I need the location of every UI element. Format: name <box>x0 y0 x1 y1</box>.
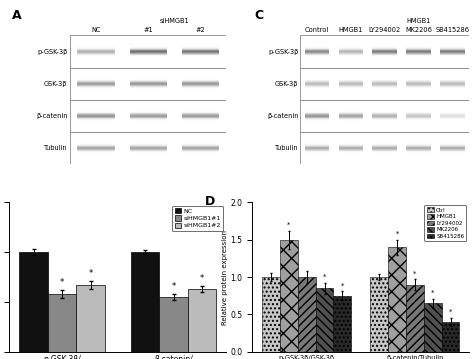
Text: C: C <box>255 9 264 22</box>
Bar <box>131 252 159 352</box>
Bar <box>262 277 280 352</box>
Bar <box>159 297 188 352</box>
Text: *: * <box>431 290 434 296</box>
Bar <box>19 252 48 352</box>
Bar <box>388 247 406 352</box>
Y-axis label: Relative protein expression: Relative protein expression <box>222 230 228 325</box>
Text: *: * <box>413 270 417 276</box>
Text: *: * <box>60 278 64 287</box>
Bar <box>48 294 76 352</box>
Text: *: * <box>449 309 452 315</box>
Text: A: A <box>12 9 21 22</box>
Bar <box>298 277 316 352</box>
Bar <box>370 277 388 352</box>
Bar <box>333 296 351 352</box>
Bar <box>280 240 298 352</box>
Text: D: D <box>205 195 215 208</box>
Text: *: * <box>200 274 204 283</box>
Text: *: * <box>323 274 326 280</box>
Bar <box>406 285 424 352</box>
Legend: Ctrl, HMGB1, LY294002, MK2206, SB415286: Ctrl, HMGB1, LY294002, MK2206, SB415286 <box>425 205 466 241</box>
Legend: NC, siHMGB1#1, siHMGB1#2: NC, siHMGB1#1, siHMGB1#2 <box>172 205 223 231</box>
Bar <box>424 303 442 352</box>
Text: *: * <box>172 282 176 291</box>
Bar <box>442 322 459 352</box>
Bar <box>316 288 333 352</box>
Bar <box>76 285 105 352</box>
Text: *: * <box>395 231 399 237</box>
Bar <box>188 289 217 352</box>
Text: *: * <box>287 222 291 228</box>
Text: *: * <box>89 269 93 278</box>
Text: *: * <box>341 282 344 288</box>
